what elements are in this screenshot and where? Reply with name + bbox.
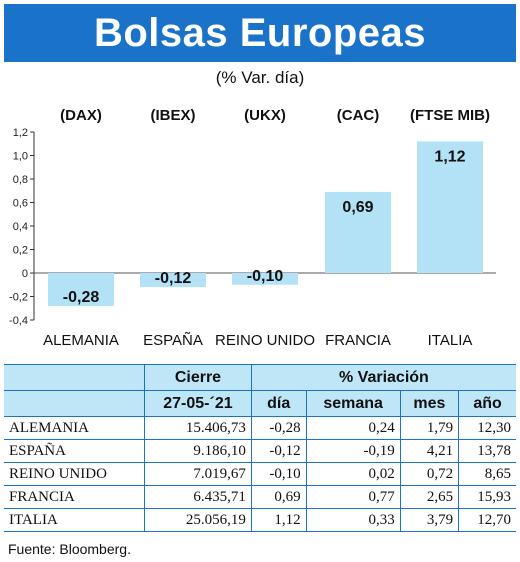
header-mes: mes — [399, 390, 460, 417]
y-tick-label: 1,0 — [13, 151, 28, 163]
cell-mes: 2,65 — [400, 485, 460, 509]
header-cierre: Cierre — [144, 364, 252, 391]
cell-semana: -0,19 — [306, 439, 401, 463]
cell-cierre: 25.056,19 — [144, 508, 252, 532]
data-label: 0,69 — [342, 199, 373, 216]
header-anio: año — [458, 390, 516, 417]
cell-dia: -0,28 — [251, 416, 307, 440]
cell-mes: 4,21 — [400, 439, 460, 463]
category-label: ITALIA — [428, 332, 473, 349]
index-label: (UKX) — [244, 107, 286, 124]
table-row: REINO UNIDO 7.019,67 -0,10 0,02 0,72 8,65 — [4, 462, 516, 486]
header-semana: semana — [305, 390, 401, 417]
data-label: -0,28 — [63, 289, 100, 306]
bar — [140, 273, 206, 288]
cell-dia: 0,69 — [251, 485, 307, 509]
bar — [417, 141, 483, 273]
cell-semana: 0,77 — [306, 485, 401, 509]
y-tick-label: -0,2 — [9, 292, 28, 304]
table-row: ALEMANIA 15.406,73 -0,28 0,24 1,79 12,30 — [4, 416, 516, 440]
cell-mes: 1,79 — [400, 416, 460, 440]
cell-semana: 0,02 — [306, 462, 401, 486]
index-label: (CAC) — [337, 107, 380, 124]
cell-country: ESPAÑA — [4, 439, 146, 463]
data-label: -0,12 — [155, 270, 192, 287]
table-row: ITALIA 25.056,19 1,12 0,33 3,79 12,70 — [4, 508, 516, 532]
cell-country: ALEMANIA — [4, 416, 146, 440]
header-date: 27-05-´21 — [144, 390, 252, 417]
cell-mes: 0,72 — [400, 462, 460, 486]
cell-semana: 0,33 — [306, 508, 401, 532]
data-label: -0,10 — [247, 268, 284, 285]
header-variacion: % Variación — [250, 364, 516, 391]
cell-cierre: 6.435,71 — [144, 485, 252, 509]
cell-anio: 13,78 — [458, 439, 516, 463]
index-label: (FTSE MIB) — [410, 107, 490, 124]
cell-anio: 15,93 — [458, 485, 516, 509]
bar — [48, 273, 114, 306]
cell-dia: -0,12 — [251, 439, 307, 463]
header-dia: día — [250, 390, 307, 417]
index-label: (DAX) — [60, 107, 102, 124]
chart-title: Bolsas Europeas — [93, 10, 427, 55]
y-tick-label: 0,2 — [13, 245, 28, 257]
cell-dia: 1,12 — [251, 508, 307, 532]
y-tick-label: 0,4 — [13, 221, 28, 233]
data-label: 1,12 — [434, 148, 465, 165]
cell-country: FRANCIA — [4, 485, 146, 509]
bar-chart: -0,4 -0,2 0 0,2 0,4 0,6 0,8 1,0 1,2 -0,28 (DAX) ALE… — [9, 107, 496, 349]
cell-anio: 8,65 — [458, 462, 516, 486]
cell-mes: 3,79 — [400, 508, 460, 532]
table-corner — [4, 364, 146, 391]
bar — [325, 191, 391, 273]
y-tick-label: 0,6 — [13, 198, 28, 210]
table-corner-2 — [4, 390, 146, 417]
cell-semana: 0,24 — [306, 416, 401, 440]
category-label: FRANCIA — [325, 332, 391, 349]
data-table-container: Cierre % Variación 27-05-´21 día semana … — [4, 364, 516, 532]
y-tick-label: 1,2 — [13, 127, 28, 139]
category-label: ESPAÑA — [143, 332, 203, 349]
cell-country: ITALIA — [4, 508, 146, 532]
source-note: Fuente: Bloomberg. — [8, 541, 131, 557]
title-banner: Bolsas Europeas — [4, 4, 516, 62]
table-row: ESPAÑA 9.186,10 -0,12 -0,19 4,21 13,78 — [4, 439, 516, 463]
cell-dia: -0,10 — [251, 462, 307, 486]
cell-anio: 12,70 — [458, 508, 516, 532]
bar — [232, 273, 298, 285]
y-tick-label: 0,8 — [13, 174, 28, 186]
index-label: (IBEX) — [151, 107, 196, 124]
cell-anio: 12,30 — [458, 416, 516, 440]
y-tick-label: -0,4 — [9, 315, 28, 327]
cell-cierre: 7.019,67 — [144, 462, 252, 486]
cell-country: REINO UNIDO — [4, 462, 146, 486]
cell-cierre: 15.406,73 — [144, 416, 252, 440]
cell-cierre: 9.186,10 — [144, 439, 252, 463]
category-label: REINO UNIDO — [215, 332, 315, 349]
table-row: FRANCIA 6.435,71 0,69 0,77 2,65 15,93 — [4, 485, 516, 509]
category-label: ALEMANIA — [43, 332, 119, 349]
table-body: ALEMANIA 15.406,73 -0,28 0,24 1,79 12,30 ESPAÑ… — [4, 416, 516, 532]
data-table: Cierre % Variación 27-05-´21 día semana … — [4, 364, 516, 532]
y-tick-label: 0 — [22, 268, 28, 280]
chart-subtitle: (% Var. día) — [215, 68, 305, 87]
